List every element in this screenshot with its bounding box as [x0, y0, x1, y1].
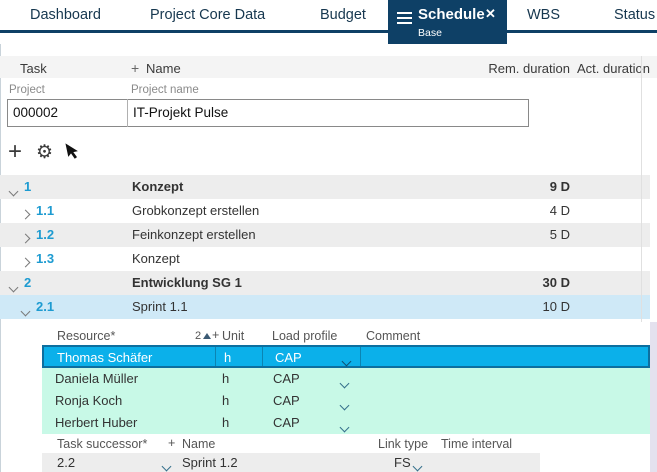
task-number: 1 — [24, 179, 32, 194]
resource-unit[interactable]: h — [222, 415, 230, 430]
task-rem-duration: 30 D — [542, 275, 570, 290]
tab-project-core-data[interactable]: Project Core Data — [150, 7, 266, 23]
successor-name[interactable]: Sprint 1.2 — [182, 455, 238, 470]
tab-wbs[interactable]: WBS — [527, 7, 561, 23]
chevron-right-icon[interactable] — [20, 254, 31, 269]
resource-row[interactable]: Herbert Huber h CAP — [42, 412, 650, 434]
task-rem-duration: 10 D — [542, 299, 570, 314]
task-number: 1.3 — [36, 251, 55, 266]
chevron-down-icon[interactable] — [339, 375, 350, 390]
tab-schedule[interactable]: Schedule ✕ Base — [388, 0, 507, 44]
resource-name[interactable]: Herbert Huber — [55, 415, 138, 430]
comment-column-header[interactable]: Comment — [366, 329, 421, 343]
successor-row[interactable]: 2.2 Sprint 1.2 FS — [42, 453, 540, 472]
resource-row[interactable]: Ronja Koch h CAP — [42, 390, 650, 412]
chevron-down-icon[interactable] — [339, 419, 350, 434]
chevron-down-icon[interactable] — [8, 183, 19, 198]
project-label: Project — [9, 84, 45, 96]
add-task-button[interactable]: + — [8, 138, 23, 165]
successor-link-type[interactable]: FS — [394, 455, 411, 470]
project-field-box — [7, 99, 529, 127]
resource-row-selected[interactable]: Thomas Schäfer h CAP — [42, 345, 650, 368]
task-row-2-1-selected[interactable] — [0, 295, 650, 319]
tab-bar-underline — [0, 30, 657, 33]
task-rem-duration: 9 D — [549, 179, 570, 194]
column-act-duration[interactable]: Act. duration — [577, 61, 650, 76]
task-rem-duration: 4 D — [549, 203, 570, 218]
chevron-down-icon[interactable] — [8, 279, 19, 294]
column-name[interactable]: Name — [146, 61, 181, 76]
resource-name[interactable]: Thomas Schäfer — [57, 350, 153, 365]
link-type-column-header[interactable]: Link type — [378, 437, 429, 451]
resource-name[interactable]: Daniela Müller — [55, 371, 139, 386]
vertical-scrollbar[interactable] — [650, 322, 657, 472]
resource-name[interactable]: Ronja Koch — [55, 393, 123, 408]
tab-schedule-label: Schedule — [418, 6, 485, 23]
gear-icon[interactable]: ⚙ — [36, 142, 54, 163]
add-column-icon[interactable]: + — [131, 60, 140, 76]
tab-budget[interactable]: Budget — [320, 7, 366, 23]
resource-unit[interactable]: h — [224, 350, 232, 365]
task-row-1-2[interactable] — [0, 223, 650, 247]
column-task[interactable]: Task — [20, 61, 47, 76]
task-name: Entwicklung SG 1 — [132, 275, 242, 290]
chevron-down-icon[interactable] — [20, 303, 31, 318]
sort-asc-icon[interactable] — [203, 333, 211, 339]
project-id-field[interactable]: 000002 — [13, 105, 59, 120]
successor-id[interactable]: 2.2 — [57, 455, 76, 470]
resource-load-profile[interactable]: CAP — [273, 371, 300, 386]
unit-column-header[interactable]: Unit — [222, 329, 245, 343]
pointer-icon[interactable] — [65, 142, 80, 163]
project-field-divider — [127, 99, 128, 127]
successor-name-column-header[interactable]: Name — [182, 437, 216, 451]
add-successor-icon[interactable]: + — [168, 436, 176, 450]
resource-unit[interactable]: h — [222, 393, 230, 408]
resource-load-profile[interactable]: CAP — [275, 350, 302, 365]
task-name: Feinkonzept erstellen — [132, 227, 256, 242]
resource-load-profile[interactable]: CAP — [273, 415, 300, 430]
resource-column-header[interactable]: Resource* — [57, 329, 116, 343]
task-name: Sprint 1.1 — [132, 299, 188, 314]
content-left-border — [0, 44, 1, 472]
task-name: Grobkonzept erstellen — [132, 203, 260, 218]
project-name-field[interactable]: IT-Projekt Pulse — [133, 105, 229, 120]
task-name: Konzept — [132, 179, 184, 194]
chevron-down-icon[interactable] — [341, 353, 352, 368]
tab-status[interactable]: Status — [614, 7, 656, 23]
task-successor-column-header[interactable]: Task successor* — [57, 437, 148, 451]
column-separator — [641, 56, 642, 322]
tab-dashboard[interactable]: Dashboard — [30, 7, 101, 23]
table-header-band — [0, 56, 657, 78]
add-resource-icon[interactable]: + — [212, 328, 220, 342]
task-number: 2.1 — [36, 299, 55, 314]
sort-order-badge[interactable]: 2 — [195, 330, 202, 342]
close-icon[interactable]: ✕ — [485, 6, 496, 21]
task-row-2[interactable] — [0, 271, 650, 295]
chevron-down-icon[interactable] — [161, 458, 172, 472]
project-name-label: Project name — [131, 84, 199, 96]
chevron-down-icon[interactable] — [412, 458, 423, 472]
time-interval-column-header[interactable]: Time interval — [441, 437, 513, 451]
task-number: 1.2 — [36, 227, 55, 242]
task-row-1-3[interactable] — [0, 247, 650, 271]
load-profile-column-header[interactable]: Load profile — [272, 329, 338, 343]
task-number: 1.1 — [36, 203, 55, 218]
chevron-down-icon[interactable] — [339, 397, 350, 412]
task-name: Konzept — [132, 251, 180, 266]
column-rem-duration[interactable]: Rem. duration — [488, 61, 570, 76]
resource-unit[interactable]: h — [222, 371, 230, 386]
tab-schedule-sublabel: Base — [418, 27, 442, 39]
resource-row[interactable]: Daniela Müller h CAP — [42, 368, 650, 390]
menu-icon[interactable] — [397, 12, 412, 24]
resource-load-profile[interactable]: CAP — [273, 393, 300, 408]
chevron-right-icon[interactable] — [20, 206, 31, 221]
task-rem-duration: 5 D — [549, 227, 570, 242]
task-row-1[interactable] — [0, 175, 650, 199]
chevron-right-icon[interactable] — [20, 230, 31, 245]
task-number: 2 — [24, 275, 32, 290]
